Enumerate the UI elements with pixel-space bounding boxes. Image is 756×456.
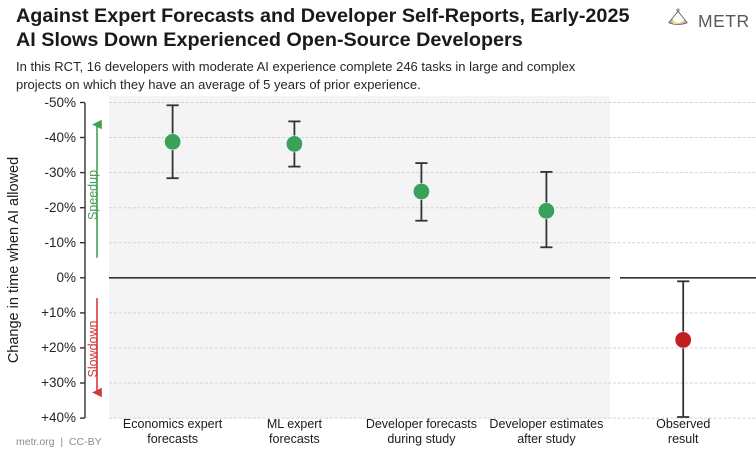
svg-text:after study: after study <box>517 432 576 446</box>
svg-text:during study: during study <box>387 432 456 446</box>
svg-text:Economics expert: Economics expert <box>123 417 223 431</box>
svg-text:Change in time when AI allowed: Change in time when AI allowed <box>6 157 22 363</box>
svg-text:+10%: +10% <box>41 305 76 320</box>
svg-text:-20%: -20% <box>44 200 76 215</box>
svg-text:Slowdown: Slowdown <box>86 320 100 377</box>
svg-text:+40%: +40% <box>41 410 76 425</box>
svg-text:0%: 0% <box>56 270 76 285</box>
svg-text:ML expert: ML expert <box>267 417 323 431</box>
svg-text:-10%: -10% <box>44 235 76 250</box>
svg-text:forecasts: forecasts <box>269 432 320 446</box>
svg-text:+20%: +20% <box>41 340 76 355</box>
svg-text:+30%: +30% <box>41 375 76 390</box>
svg-text:forecasts: forecasts <box>147 432 198 446</box>
svg-text:Developer forecasts: Developer forecasts <box>366 417 477 431</box>
svg-text:-50%: -50% <box>44 95 76 110</box>
svg-text:-40%: -40% <box>44 130 76 145</box>
svg-text:result: result <box>668 432 699 446</box>
svg-text:Observed: Observed <box>656 417 710 431</box>
svg-text:Developer estimates: Developer estimates <box>489 417 603 431</box>
svg-text:-30%: -30% <box>44 165 76 180</box>
svg-text:Speedup: Speedup <box>86 170 100 220</box>
